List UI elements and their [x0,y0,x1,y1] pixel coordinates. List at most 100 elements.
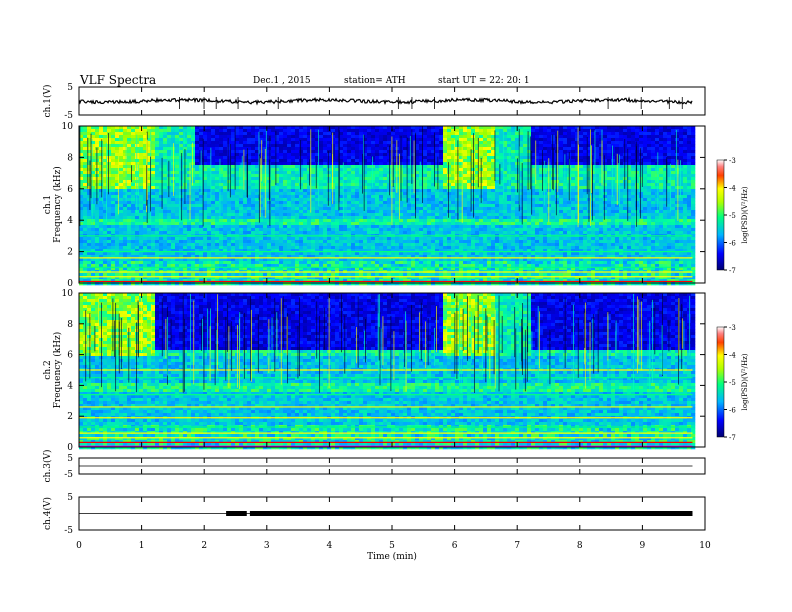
heatmap-cell [243,138,248,142]
heatmap-cell [327,138,332,142]
heatmap-cell [567,135,572,139]
heatmap-cell [239,132,244,136]
heatmap-cell [399,207,404,211]
heatmap-cell [391,204,396,208]
heatmap-cell [571,153,576,157]
heatmap-cell [295,192,300,196]
heatmap-cell [339,195,344,199]
heatmap-cell [683,207,688,211]
heatmap-cell [591,210,596,214]
heatmap-cell [395,126,400,130]
heatmap-cell [467,165,472,169]
heatmap-cell [223,153,228,157]
heatmap-cell [163,213,168,217]
heatmap-cell [251,174,256,178]
heatmap-cell [431,186,436,190]
heatmap-cell [471,159,476,163]
heatmap-cell [499,177,504,181]
heatmap-cell [351,159,356,163]
heatmap-cell [303,126,308,130]
heatmap-cell [603,186,608,190]
heatmap-cell [611,201,616,205]
heatmap-cell [351,192,356,196]
heatmap-cell [423,177,428,181]
heatmap-cell [487,177,492,181]
heatmap-cell [291,147,296,151]
heatmap-cell [659,132,664,136]
heatmap-cell [275,195,280,199]
heatmap-cell [415,129,420,133]
heatmap-cell [463,207,468,211]
heatmap-cell [671,138,676,142]
heatmap-cell [207,213,212,217]
heatmap-cell [363,168,368,172]
heatmap-cell [535,219,540,223]
heatmap-cell [251,195,256,199]
heatmap-cell [659,219,664,223]
heatmap-cell [259,195,264,199]
heatmap-cell [115,207,120,211]
heatmap-cell [679,186,684,190]
heatmap-cell [123,126,128,130]
heatmap-cell [511,135,516,139]
heatmap-cell [83,165,88,169]
heatmap-cell [471,144,476,148]
heatmap-cell [467,156,472,160]
heatmap-cell [663,153,668,157]
heatmap-cell [319,168,324,172]
heatmap-cell [579,198,584,202]
heatmap-cell [583,216,588,220]
heatmap-cell [119,213,124,217]
heatmap-cell [111,141,116,145]
heatmap-cell [279,180,284,184]
heatmap-cell [611,171,616,175]
heatmap-cell [463,150,468,154]
heatmap-cell [107,147,112,151]
heatmap-cell [335,171,340,175]
heatmap-cell [635,183,640,187]
heatmap-cell [423,147,428,151]
heatmap-cell [463,219,468,223]
heatmap-cell [323,189,328,193]
heatmap-cell [191,210,196,214]
heatmap-cell [315,126,320,130]
heatmap-cell [267,216,272,220]
heatmap-cell [211,189,216,193]
heatmap-cell [147,135,152,139]
heatmap-cell [627,153,632,157]
heatmap-cell [439,126,444,130]
heatmap-cell [551,198,556,202]
heatmap-cell [567,207,572,211]
heatmap-cell [523,195,528,199]
heatmap-cell [83,210,88,214]
heatmap-cell [471,189,476,193]
heatmap-cell [231,147,236,151]
heatmap-cell [443,186,448,190]
heatmap-cell [151,222,156,226]
heatmap-cell [155,150,160,154]
heatmap-cell [643,135,648,139]
heatmap-cell [327,147,332,151]
heatmap-cell [303,189,308,193]
heatmap-cell [143,201,148,205]
heatmap-cell [99,204,104,208]
heatmap-cell [387,129,392,133]
heatmap-cell [579,162,584,166]
heatmap-cell [199,204,204,208]
heatmap-cell [359,138,364,142]
heatmap-cell [531,189,536,193]
heatmap-cell [655,156,660,160]
heatmap-cell [551,204,556,208]
heatmap-cell [439,159,444,163]
heatmap-cell [667,207,672,211]
heatmap-cell [411,162,416,166]
heatmap-cell [103,174,108,178]
heatmap-cell [127,159,132,163]
heatmap-cell [439,192,444,196]
heatmap-cell [207,141,212,145]
heatmap-cell [519,138,524,142]
heatmap-cell [371,144,376,148]
heatmap-cell [475,186,480,190]
heatmap-cell [619,147,624,151]
heatmap-cell [319,159,324,163]
